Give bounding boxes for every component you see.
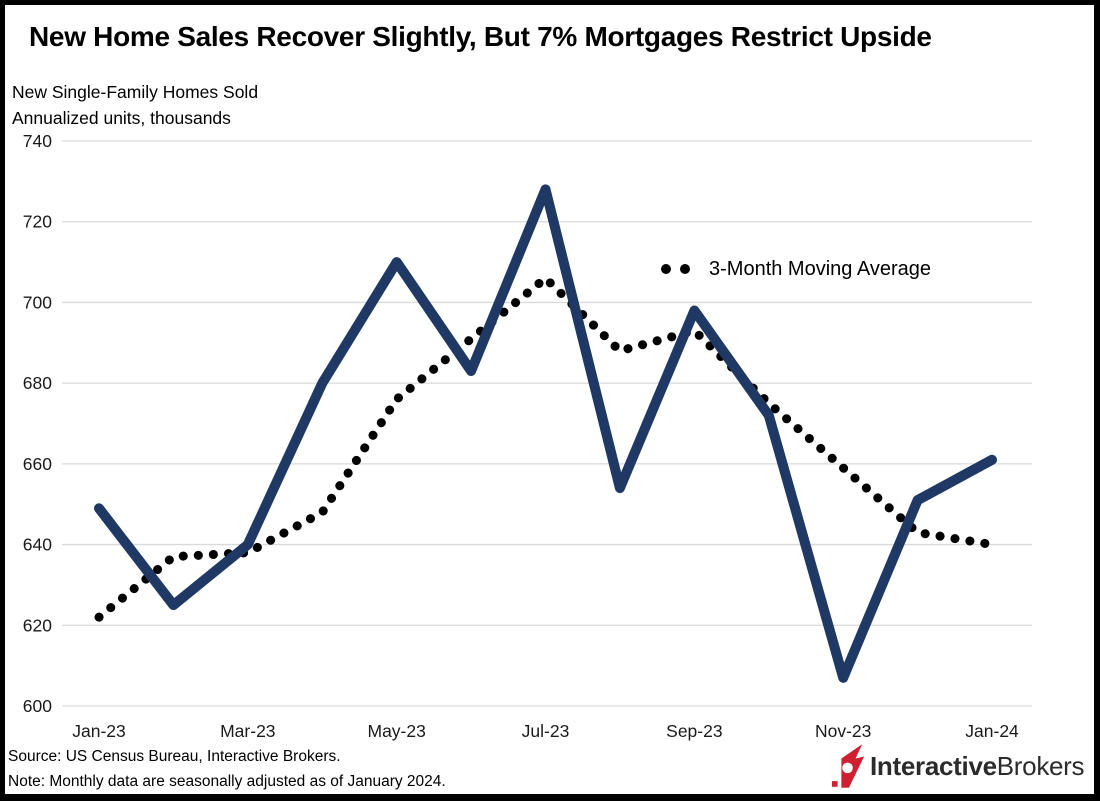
monthly-sales-line xyxy=(94,184,997,683)
x-axis-tick-label: Nov-23 xyxy=(815,721,871,741)
x-axis-tick-label: Jan-24 xyxy=(965,721,1019,741)
logo-word-brokers: Brokers xyxy=(996,750,1085,781)
x-axis-tick-label: May-23 xyxy=(368,721,426,741)
chart-title: New Home Sales Recover Slightly, But 7% … xyxy=(29,21,932,52)
y-axis-tick-label: 660 xyxy=(23,454,52,474)
x-axis-tick-label: Mar-23 xyxy=(220,721,275,741)
subtitle-line-2: Annualized units, thousands xyxy=(12,108,231,128)
y-axis-tick-label: 620 xyxy=(23,615,52,635)
logo-word-interactive: Interactive xyxy=(870,750,997,781)
interactive-brokers-logo: InteractiveBrokers xyxy=(831,741,1085,791)
x-axis-tick-label: Jan-23 xyxy=(72,721,126,741)
y-axis-tick-label: 740 xyxy=(23,131,52,151)
chart-subtitle: New Single-Family Homes Sold Annualized … xyxy=(12,79,258,131)
y-axis-tick-label: 680 xyxy=(23,373,52,393)
legend-label: 3-Month Moving Average xyxy=(709,257,931,280)
x-axis-tick-label: Sep-23 xyxy=(666,721,722,741)
moving-average-line xyxy=(94,273,997,622)
y-axis-tick-label: 600 xyxy=(23,696,52,716)
logo-wordmark: InteractiveBrokers xyxy=(870,750,1085,782)
y-axis-tick-label: 700 xyxy=(23,292,52,312)
subtitle-line-1: New Single-Family Homes Sold xyxy=(12,82,259,102)
interactive-brokers-icon xyxy=(831,744,865,788)
chart-footer: Source: US Census Bureau, Interactive Br… xyxy=(8,745,446,794)
y-axis-tick-label: 640 xyxy=(23,535,52,555)
source-text: Source: US Census Bureau, Interactive Br… xyxy=(8,748,341,765)
legend-dot-icon xyxy=(661,264,671,274)
legend: 3-Month Moving Average xyxy=(661,256,931,282)
x-axis-tick-label: Jul-23 xyxy=(522,721,570,741)
y-axis-tick-label: 720 xyxy=(23,212,52,232)
legend-dot-icon xyxy=(680,264,690,274)
note-text: Note: Monthly data are seasonally adjust… xyxy=(8,772,446,790)
